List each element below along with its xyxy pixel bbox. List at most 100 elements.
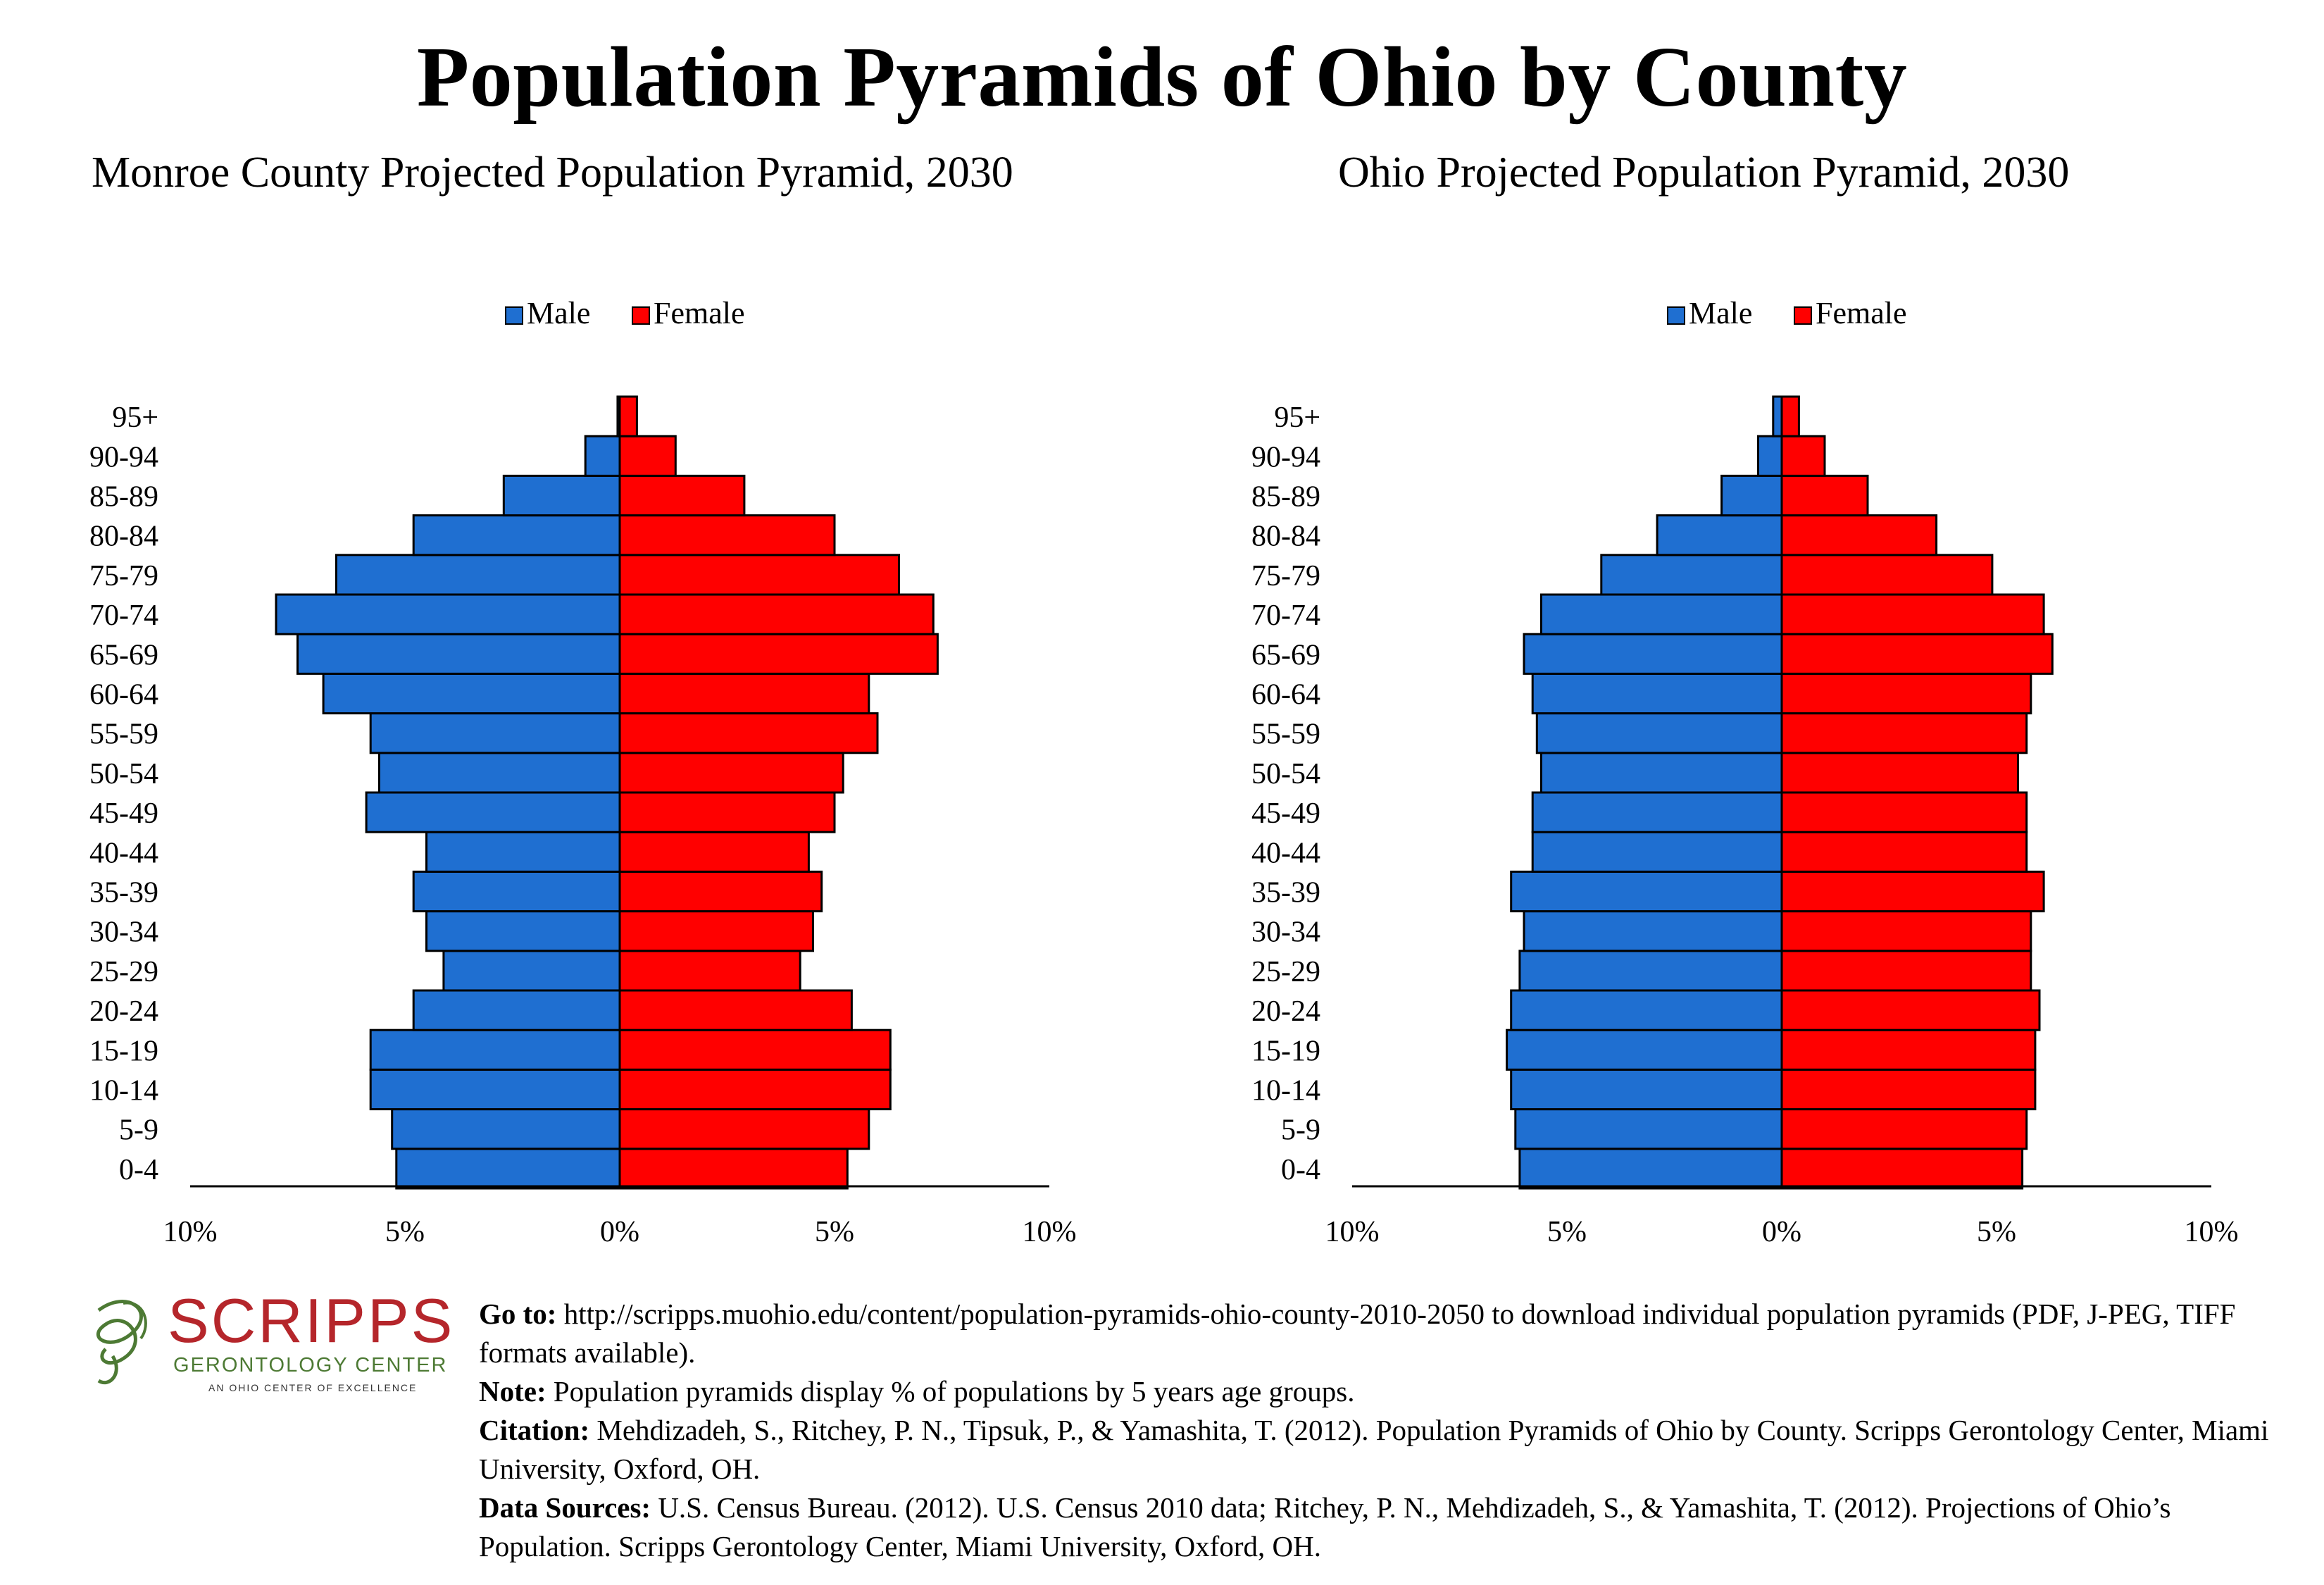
male-bar-55-59 (369, 712, 621, 754)
legend-label-male: Male (1689, 296, 1752, 330)
female-bar-70-74 (1780, 593, 2045, 635)
female-bar-95+ (1780, 395, 1800, 437)
male-bar-45-49 (365, 791, 621, 833)
x-tick-label: 5% (815, 1216, 854, 1248)
age-label: 65-69 (89, 639, 158, 671)
footer-sources: Data Sources: U.S. Census Bureau. (2012)… (479, 1488, 2310, 1566)
male-bar-60-64 (1531, 672, 1783, 715)
male-bar-15-19 (369, 1028, 621, 1071)
x-tick-label: 5% (1547, 1216, 1587, 1248)
goto-label: Go to: (479, 1298, 557, 1330)
footer-citation: Citation: Mehdizadeh, S., Ritchey, P. N.… (479, 1411, 2310, 1488)
age-label: 85-89 (1251, 481, 1320, 514)
age-label: 60-64 (89, 679, 158, 711)
citation-text: Mehdizadeh, S., Ritchey, P. N., Tipsuk, … (479, 1414, 2269, 1485)
age-label: 15-19 (89, 1035, 158, 1067)
female-bar-0-4 (1780, 1148, 2024, 1190)
age-label: 80-84 (89, 521, 158, 553)
x-tick-label: 0% (600, 1216, 639, 1248)
female-bar-60-64 (618, 672, 870, 715)
female-bar-10-14 (618, 1068, 892, 1111)
female-bar-65-69 (618, 633, 939, 675)
female-bar-60-64 (1780, 672, 2032, 715)
female-bar-5-9 (618, 1108, 870, 1150)
female-bar-45-49 (618, 791, 836, 833)
male-bar-80-84 (1656, 514, 1783, 557)
male-bar-0-4 (1518, 1148, 1783, 1190)
age-label: 45-49 (1251, 797, 1320, 830)
x-tick-label: 0% (1762, 1216, 1801, 1248)
male-bar-5-9 (1514, 1108, 1783, 1150)
x-tick-label: 10% (163, 1216, 218, 1248)
age-label: 10-14 (1251, 1075, 1320, 1107)
male-bar-60-64 (322, 672, 621, 715)
age-label: 95+ (112, 402, 158, 434)
age-label: 20-24 (1251, 995, 1320, 1028)
female-bar-55-59 (1780, 712, 2028, 754)
female-bar-35-39 (1780, 870, 2045, 913)
age-label: 40-44 (89, 837, 158, 869)
female-bar-0-4 (618, 1148, 849, 1190)
age-label: 50-54 (1251, 758, 1320, 790)
female-bar-45-49 (1780, 791, 2028, 833)
age-label: 25-29 (1251, 956, 1320, 988)
male-bar-85-89 (1720, 474, 1783, 517)
legend-swatch-male (1667, 306, 1685, 325)
x-tick-label: 5% (385, 1216, 425, 1248)
male-bar-20-24 (412, 989, 621, 1031)
male-bar-55-59 (1535, 712, 1783, 754)
male-bar-35-39 (1510, 870, 1783, 913)
page-title: Population Pyramids of Ohio by County (416, 30, 1908, 125)
male-bar-80-84 (412, 514, 621, 557)
female-bar-50-54 (618, 752, 844, 794)
age-label: 70-74 (89, 599, 158, 632)
age-label: 35-39 (89, 877, 158, 909)
male-bar-35-39 (412, 870, 621, 913)
male-bar-15-19 (1506, 1028, 1783, 1071)
legend-label-female: Female (654, 296, 745, 330)
male-bar-40-44 (1531, 831, 1783, 873)
goto-text: http://scripps.muohio.edu/content/popula… (479, 1298, 2236, 1369)
male-bar-50-54 (377, 752, 621, 794)
age-label: 80-84 (1251, 521, 1320, 553)
age-label: 20-24 (89, 995, 158, 1028)
male-bar-65-69 (1523, 633, 1783, 675)
age-label: 45-49 (89, 797, 158, 830)
female-bar-65-69 (1780, 633, 2054, 675)
sources-label: Data Sources: (479, 1491, 651, 1524)
age-label: 0-4 (119, 1154, 158, 1186)
male-bar-90-94 (1756, 435, 1783, 477)
male-bar-40-44 (425, 831, 621, 873)
male-bar-70-74 (275, 593, 621, 635)
male-bar-25-29 (1518, 950, 1783, 992)
male-bar-10-14 (1510, 1068, 1783, 1111)
age-label: 90-94 (1251, 441, 1320, 473)
age-label: 30-34 (89, 916, 158, 949)
female-bar-20-24 (1780, 989, 2041, 1031)
male-bar-25-29 (442, 950, 621, 992)
citation-label: Citation: (479, 1414, 590, 1446)
male-bar-30-34 (425, 910, 621, 952)
age-label: 50-54 (89, 758, 158, 790)
logo-subtitle: GERONTOLOGY CENTER (173, 1354, 448, 1376)
female-bar-75-79 (1780, 554, 1994, 596)
male-bar-50-54 (1539, 752, 1783, 794)
male-bar-5-9 (391, 1108, 621, 1150)
male-bar-45-49 (1531, 791, 1783, 833)
age-label: 55-59 (1251, 719, 1320, 751)
male-bar-0-4 (395, 1148, 621, 1190)
age-label: 40-44 (1251, 837, 1320, 869)
age-label: 15-19 (1251, 1035, 1320, 1067)
footer-goto: Go to: http://scripps.muohio.edu/content… (479, 1295, 2310, 1372)
male-bar-30-34 (1523, 910, 1783, 952)
female-bar-30-34 (618, 910, 814, 952)
scripps-logo: SCRIPPS GERONTOLOGY CENTER AN OHIO CENTE… (85, 1289, 452, 1402)
age-label: 0-4 (1281, 1154, 1320, 1186)
female-bar-75-79 (618, 554, 900, 596)
female-bar-95+ (618, 395, 638, 437)
age-label: 25-29 (89, 956, 158, 988)
male-bar-85-89 (502, 474, 621, 517)
female-bar-85-89 (618, 474, 746, 517)
logo-tagline: AN OHIO CENTER OF EXCELLENCE (208, 1382, 418, 1393)
x-tick-label: 10% (1325, 1216, 1380, 1248)
